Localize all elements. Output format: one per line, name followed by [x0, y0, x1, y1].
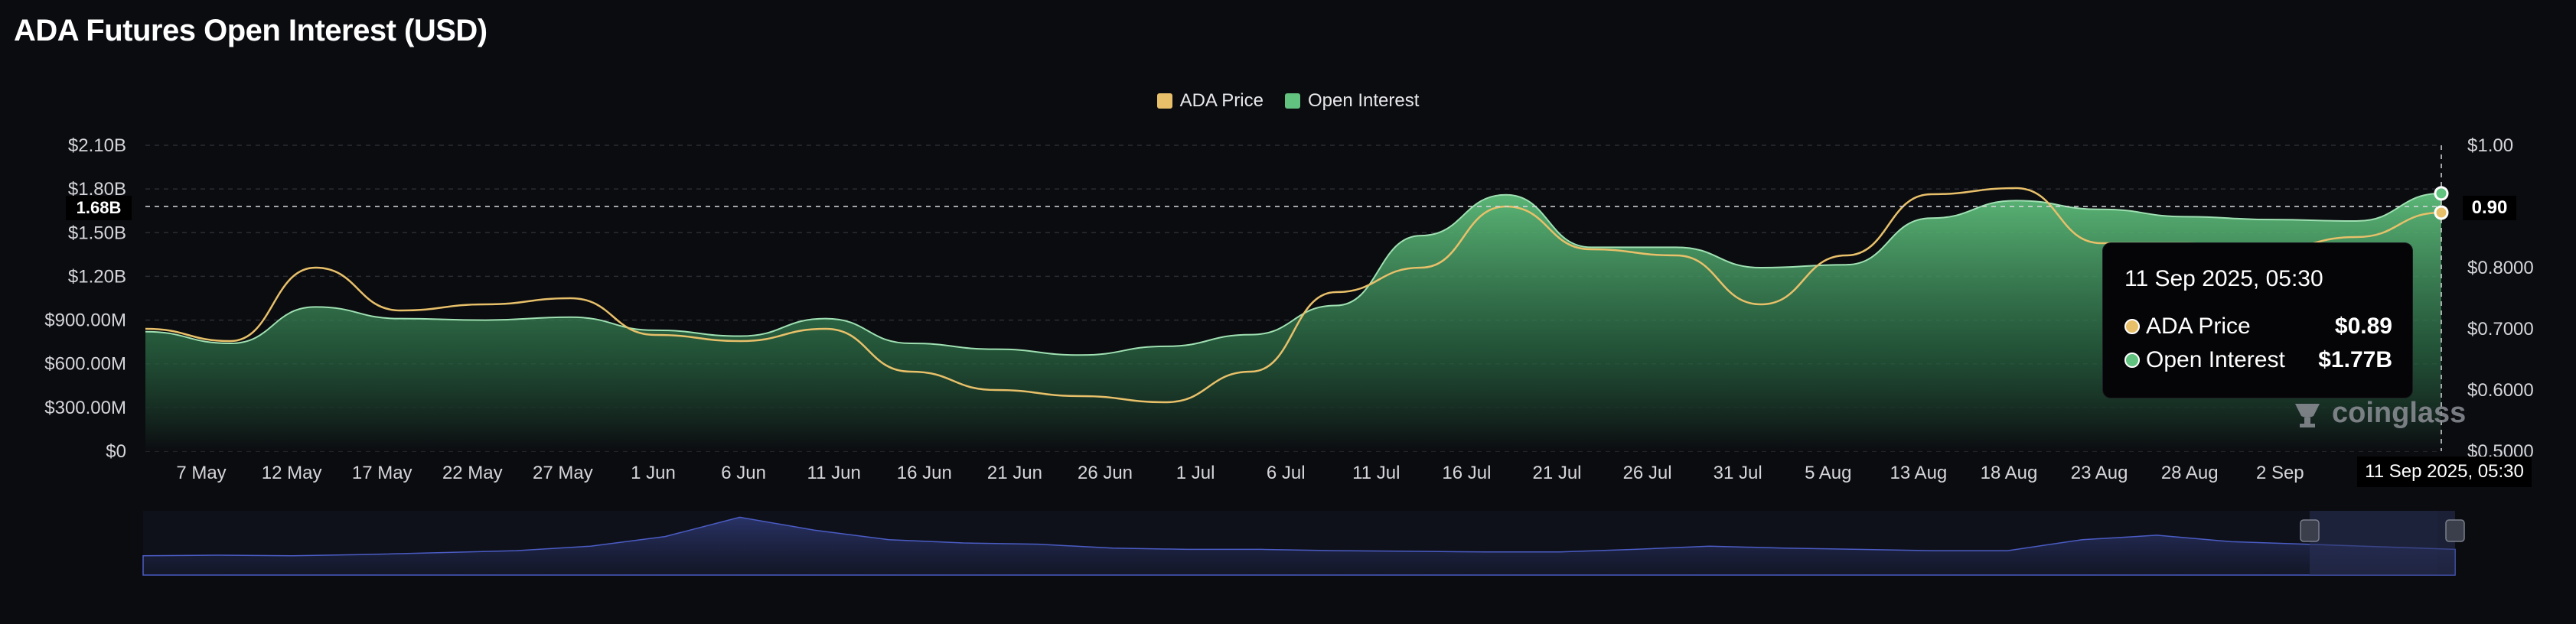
- x-tick-label: 1 Jul: [1176, 463, 1215, 483]
- y-left-tick-label: $900.00M: [44, 310, 126, 331]
- y-right-tick-label: $1.00: [2467, 135, 2513, 156]
- x-tick-label: 5 Aug: [1805, 463, 1851, 483]
- navigator-area: [142, 516, 2456, 576]
- y-left-tick-label: $2.10B: [68, 135, 126, 156]
- legend-item-price[interactable]: ADA Price: [1156, 90, 1264, 112]
- tooltip-row-price: ADA Price $0.89: [2124, 314, 2392, 340]
- watermark-text: coinglass: [2332, 396, 2467, 429]
- navigator-handle-right[interactable]: [2445, 519, 2465, 542]
- y-right-tick-label: $0.7000: [2467, 319, 2534, 340]
- x-tick-label: 31 Jul: [1714, 463, 1762, 483]
- x-tick-label: 7 May: [176, 463, 226, 483]
- x-tick-label: 12 May: [262, 463, 322, 483]
- x-axis: 7 May 12 May 17 May 22 May 27 May 1 Jun 6 Jun 1…: [176, 463, 2375, 483]
- open-interest-marker: [2434, 186, 2449, 201]
- x-tick-label: 11 Jun: [807, 463, 861, 483]
- tooltip-time: 11 Sep 2025, 05:30: [2124, 266, 2323, 291]
- legend-item-open-interest[interactable]: Open Interest: [1284, 90, 1420, 112]
- y-right-tick-label: $0.6000: [2467, 380, 2534, 401]
- chart-tooltip: 11 Sep 2025, 05:30 ADA Price $0.89 Open …: [2103, 243, 2412, 398]
- range-navigator[interactable]: [142, 511, 2465, 576]
- ada-price-line: [145, 187, 2442, 404]
- x-tick-label: 21 Jul: [1532, 463, 1581, 483]
- tooltip-label-price: ADA Price: [2146, 314, 2251, 339]
- coinglass-logo-icon: [2295, 404, 2320, 427]
- y-right-tick-label: $0.8000: [2467, 258, 2534, 278]
- tooltip-dot-open-interest: [2124, 353, 2140, 368]
- y-left-tick-label: $0: [106, 441, 126, 462]
- legend-label-price: ADA Price: [1179, 90, 1264, 111]
- open-interest-area: [145, 193, 2441, 451]
- x-tick-label: 23 Aug: [2071, 463, 2128, 483]
- x-tick-label: 21 Jun: [987, 463, 1042, 483]
- x-tick-label: 6 Jul: [1267, 463, 1306, 483]
- y-axis-left: $0$300.00M$600.00M$900.00M$1.20B$1.50B$1…: [44, 135, 126, 462]
- tooltip-value-price: $0.89: [2334, 314, 2392, 339]
- legend-swatch-price: [1156, 93, 1172, 109]
- x-tick-label: 27 May: [533, 463, 593, 483]
- price-marker: [2434, 205, 2449, 220]
- x-tick-label: 26 Jun: [1078, 463, 1133, 483]
- tooltip-label-open-interest: Open Interest: [2146, 347, 2285, 372]
- navigator-selection[interactable]: [2310, 511, 2455, 575]
- x-tick-label: 22 May: [442, 463, 503, 483]
- x-tick-label: 6 Jun: [721, 463, 766, 483]
- legend-label-open-interest: Open Interest: [1307, 90, 1420, 111]
- x-tick-label: 17 May: [352, 463, 412, 483]
- x-tick-label: 28 Aug: [2161, 463, 2219, 483]
- y-left-tick-label: $600.00M: [44, 354, 126, 375]
- crosshair-x-label: 11 Sep 2025, 05:30: [2357, 457, 2532, 487]
- y-left-tick-label: $300.00M: [44, 398, 126, 418]
- navigator-handle-left[interactable]: [2300, 519, 2320, 542]
- x-tick-label: 2 Sep: [2256, 463, 2304, 483]
- tooltip-value-open-interest: $1.77B: [2318, 347, 2392, 372]
- y-left-tick-label: $1.50B: [68, 223, 126, 243]
- legend-swatch-open-interest: [1284, 93, 1300, 109]
- crosshair-y-right-label: 0.90: [2463, 196, 2516, 220]
- x-tick-label: 1 Jun: [631, 463, 676, 483]
- coinglass-watermark: coinglass: [2291, 396, 2466, 430]
- tooltip-dot-price: [2124, 319, 2140, 334]
- chart-legend: ADA Price Open Interest: [0, 90, 2576, 112]
- y-axis-right: $1.00$0.8000$0.7000$0.6000$0.5000: [2467, 135, 2534, 462]
- x-tick-label: 16 Jul: [1442, 463, 1491, 483]
- x-tick-label: 18 Aug: [1981, 463, 2038, 483]
- x-tick-label: 16 Jun: [897, 463, 952, 483]
- crosshair-y-left-label: 1.68B: [66, 196, 132, 220]
- x-tick-label: 11 Jul: [1352, 463, 1400, 483]
- x-tick-label: 26 Jul: [1623, 463, 1672, 483]
- tooltip-row-open-interest: Open Interest $1.77B: [2124, 347, 2392, 373]
- x-tick-label: 13 Aug: [1890, 463, 1948, 483]
- y-left-tick-label: $1.20B: [68, 266, 126, 287]
- page-title: ADA Futures Open Interest (USD): [14, 14, 487, 47]
